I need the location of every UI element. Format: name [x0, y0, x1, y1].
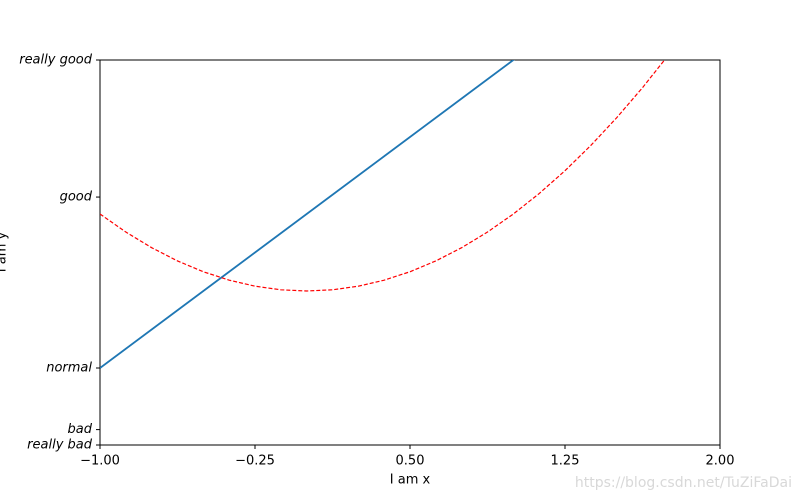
- y-tick-label: bad: [68, 422, 93, 437]
- data-line: [100, 60, 515, 369]
- plot-area: [100, 60, 666, 369]
- data-line: [100, 60, 666, 292]
- x-tick-label: 0.50: [396, 454, 425, 469]
- y-tick-label: good: [60, 190, 93, 205]
- y-axis-label: I am y: [0, 231, 10, 272]
- x-tick-label: −0.25: [235, 454, 275, 469]
- y-tick-label: really bad: [27, 438, 93, 453]
- y-tick-label: really good: [19, 53, 93, 68]
- x-tick-label: 1.25: [551, 454, 580, 469]
- x-axis-label: I am x: [390, 473, 431, 488]
- watermark: https://blog.csdn.net/TuZiFaDai: [575, 475, 792, 491]
- plot-frame: [99, 59, 721, 446]
- x-tick-label: 2.00: [706, 454, 735, 469]
- y-tick-label: normal: [46, 361, 92, 376]
- x-tick-label: −1.00: [80, 454, 120, 469]
